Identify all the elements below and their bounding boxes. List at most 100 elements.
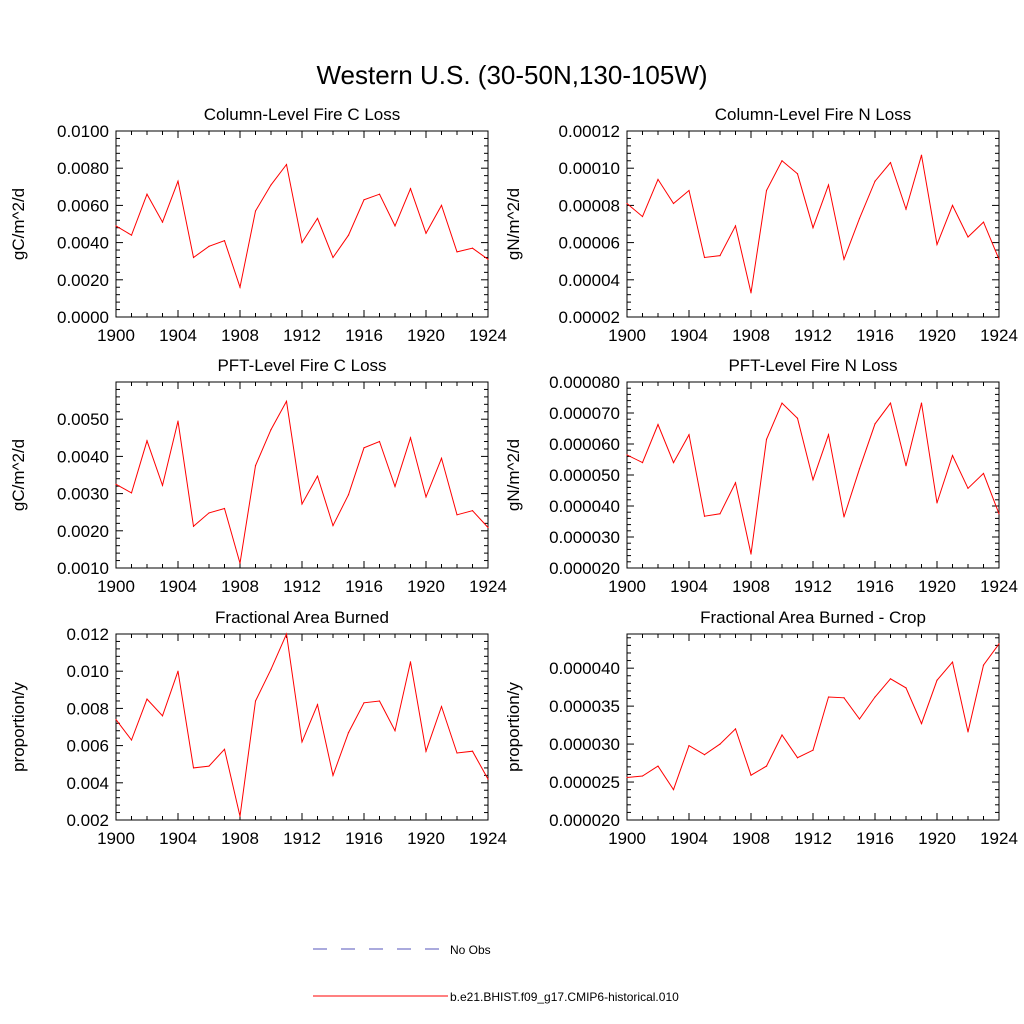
y-tick-label: 0.008 [66,699,109,718]
y-tick-label: 0.000020 [549,811,620,830]
data-point [951,661,954,663]
data-point [657,423,659,426]
data-point [316,217,319,220]
x-tick-label: 1924 [469,577,507,596]
data-point [363,702,365,704]
data-point [765,189,768,192]
data-point [301,741,303,743]
y-tick-label: 0.00004 [559,271,620,290]
data-point [781,734,783,736]
data-point [703,754,706,756]
data-point [672,202,675,205]
data-point [920,402,923,404]
panel-title: Fractional Area Burned [215,608,389,627]
data-point [409,188,412,190]
data-point [905,687,907,689]
plot-frame [626,381,1000,569]
x-tick-label: 1900 [608,326,646,345]
data-point [967,487,969,489]
data-point [967,731,969,733]
series-line [626,401,1000,555]
data-point [270,668,272,670]
y-tick-label: 0.0000 [57,308,109,327]
data-point [378,193,381,195]
data-point [626,202,628,205]
data-point [440,204,443,206]
data-point [363,199,365,201]
data-point [425,496,427,498]
y-tick-label: 0.000060 [549,435,620,454]
data-point [688,189,690,192]
y-tick-label: 0.0060 [57,196,109,215]
x-tick-label: 1924 [469,829,507,848]
data-point [394,730,396,732]
x-tick-label: 1904 [670,577,708,596]
panel-pft-level-fire-c-loss: PFT-Level Fire C Loss 1900 1904 1908 1912 191… [9,356,507,596]
data-point [703,256,706,259]
data-point [177,180,179,182]
y-tick-label: 0.012 [66,625,109,644]
x-tick-label: 1904 [159,326,197,345]
x-tick-label: 1920 [407,326,445,345]
plot-frame [115,381,489,569]
data-point [254,700,257,702]
data-point [440,457,443,459]
x-tick-label: 1904 [159,829,197,848]
y-tick-label: 0.002 [66,811,109,830]
data-point [192,767,195,769]
data-point [456,514,458,516]
plot-frame [626,130,1000,318]
data-point [641,462,644,464]
panel-title: PFT-Level Fire C Loss [217,356,386,375]
data-point [301,503,303,505]
data-point [874,180,876,182]
y-axis-label: gN/m^2/d [504,439,523,511]
data-point [998,258,1000,260]
data-point [301,242,303,244]
data-point [827,434,830,436]
series-line [115,632,489,817]
data-point [951,454,954,457]
data-point [161,715,164,717]
data-point [161,221,164,223]
y-tick-label: 0.0080 [57,159,109,178]
data-point [239,286,241,288]
data-point [254,465,257,467]
data-point [626,776,628,779]
data-point [827,184,830,186]
data-point [223,507,226,510]
data-point [270,429,272,431]
panel-column-level-fire-n-loss: Column-Level Fire N Loss 1900 1904 1908 1912… [504,105,1018,345]
y-tick-label: 0.0050 [57,410,109,429]
y-tick-label: 0.0020 [57,522,109,541]
y-tick-label: 0.000030 [549,735,620,754]
data-point [796,757,799,759]
y-tick-label: 0.0100 [57,122,109,141]
plot-frame [115,130,489,318]
x-tick-label: 1908 [732,829,770,848]
y-tick-label: 0.000035 [549,697,620,716]
data-point [456,752,458,754]
data-point [982,472,985,475]
panel-column-level-fire-c-loss: Column-Level Fire C Loss 1900 1904 1908 1912… [9,105,507,345]
data-point [285,400,288,402]
x-tick-label: 1908 [221,577,259,596]
data-point [161,484,164,487]
y-tick-label: 0.00002 [559,308,620,327]
legend-label-model-run: b.e21.BHIST.f09_g17.CMIP6-historical.010 [450,990,679,1004]
data-point [843,697,845,699]
y-tick-label: 0.00008 [559,196,620,215]
x-tick-label: 1920 [407,577,445,596]
data-point [626,454,628,456]
data-point [812,479,814,481]
data-point [889,402,892,404]
data-point [796,417,799,419]
data-point [332,774,334,776]
data-point [130,739,133,741]
y-tick-label: 0.0030 [57,485,109,504]
data-point [982,664,985,666]
data-point [967,236,969,238]
data-point [316,475,319,477]
panel-fractional-area-burned: Fractional Area Burned 1900 1904 1908 1912 19… [9,608,507,848]
series-line [115,163,489,290]
